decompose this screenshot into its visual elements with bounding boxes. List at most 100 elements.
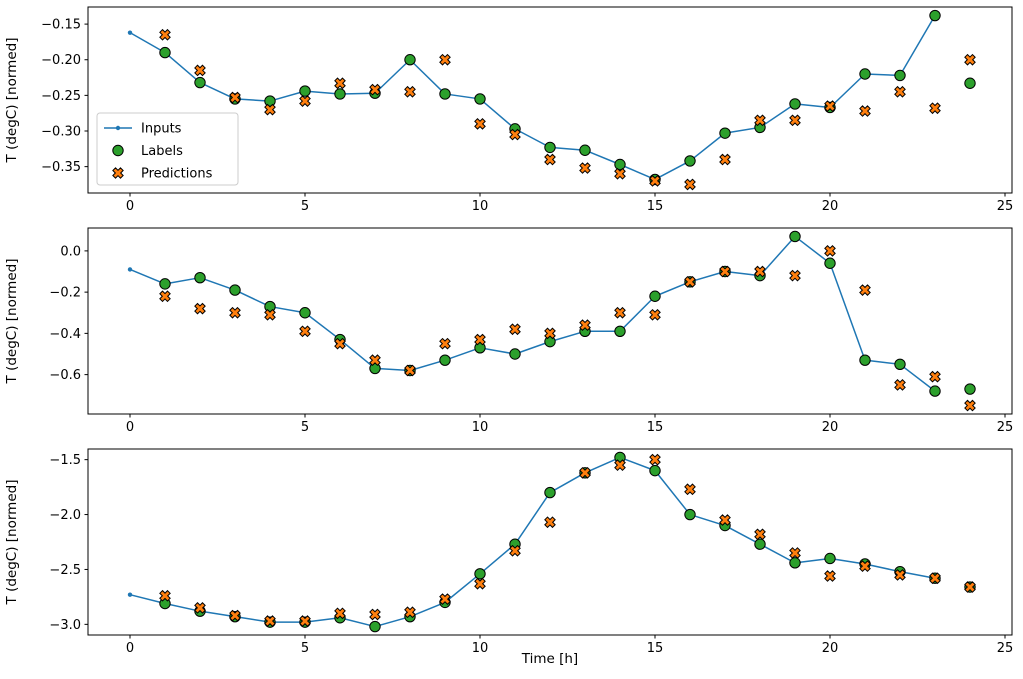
predictions-x-marker [824,570,836,582]
predictions-x-marker [579,162,591,174]
legend-labels-circle-sample [112,144,124,157]
predictions-x-marker [229,306,241,319]
labels-circle-marker [964,77,976,89]
predictions-x-marker [264,615,276,627]
legend-item-label: Inputs [141,122,182,137]
predictions-x-marker [754,528,766,541]
labels-circle-marker [159,278,171,290]
labels-circle-marker [509,348,521,360]
predictions-x-marker [474,118,486,130]
x-tick-label: 0 [126,420,134,435]
predictions-x-marker [369,83,381,96]
labels-circle-marker [684,508,696,521]
predictions-x-marker [929,102,941,115]
predictions-x-marker [299,95,311,107]
x-tick-label: 20 [822,641,839,656]
labels-circle-marker [789,98,801,110]
x-tick-label: 0 [126,199,134,214]
labels-circle-marker [369,620,381,633]
predictions-x-marker [894,569,906,581]
x-tick-label: 5 [301,420,309,435]
predictions-x-marker [544,327,556,340]
predictions-x-marker [334,77,346,90]
predictions-x-marker [614,167,626,180]
predictions-x-marker [964,581,976,593]
inputs-line [129,456,936,628]
legend-inputs-dot-sample [115,125,121,131]
y-tick-label: −0.6 [49,368,81,383]
predictions-x-marker [509,128,521,141]
labels-circle-marker [894,69,906,82]
predictions-x-marker [859,105,871,117]
inputs-dot-marker [127,592,133,597]
labels-circle-marker [334,88,346,100]
predictions-x-marker [264,308,276,321]
labels-circle-marker [159,46,171,59]
predictions-x-marker [719,153,731,166]
predictions-x-marker [929,370,941,383]
y-axis-label: T (degC) [normed] [4,259,20,385]
predictions-x-marker [544,516,556,529]
labels-circle-marker [824,552,836,565]
y-tick-label: −0.30 [41,125,81,140]
x-tick-label: 20 [822,420,839,435]
labels-circle-marker [719,127,731,139]
subplot-3: −1.5 −2.0 −2.5 −3.0 0 5 10 15 20 25 T (degC) [norm… [4,448,1013,656]
predictions-x-marker [194,302,206,315]
predictions-x-marker [264,103,276,116]
predictions-x-marker [859,284,871,296]
inputs-line [129,235,936,392]
labels-circle-marker [544,486,556,499]
x-tick-label: 5 [301,641,309,656]
labels-circle-marker [404,54,416,66]
y-tick-label: −3.0 [49,618,81,633]
x-tick-label: 20 [822,199,839,214]
labels-circle-marker [614,325,626,338]
predictions-x-marker [509,544,521,557]
y-tick-label: −0.4 [49,327,81,342]
x-tick-label: 25 [997,199,1014,214]
labels-circle-marker [299,307,311,319]
predictions-x-marker [894,379,906,391]
labels-circle-marker [859,354,871,366]
labels-circle-marker [894,358,906,371]
labels-circle-marker [439,88,451,100]
labels-circle-marker [474,568,486,580]
legend-box [96,112,239,186]
y-tick-label: −0.20 [41,53,81,68]
predictions-x-marker [369,354,381,367]
labels-circle-marker [859,68,871,80]
labels-circle-marker [299,85,311,97]
predictions-x-marker [929,572,941,585]
x-tick-label: 10 [472,199,489,214]
predictions-x-marker [684,178,696,191]
predictions-x-marker [439,53,451,66]
predictions-x-marker [754,265,766,278]
x-tick-label: 15 [647,641,664,656]
predictions-x-marker [159,589,171,602]
predictions-x-marker [369,608,381,621]
labels-circle-marker [649,290,661,302]
inputs-dot-marker [127,30,133,35]
x-tick-label: 5 [301,199,309,214]
labels-circle-marker [614,158,626,171]
predictions-x-marker [404,85,416,98]
labels-circle-marker [754,538,766,550]
y-axis-label: T (degC) [normed] [4,38,20,164]
x-axis-label: Time [h] [521,651,578,667]
y-tick-label: −0.35 [41,160,81,175]
predictions-x-marker [964,53,976,66]
y-tick-label: −2.0 [49,508,81,523]
predictions-x-marker [439,593,451,605]
predictions-x-marker [859,560,871,573]
x-tick-label: 25 [997,420,1014,435]
predictions-x-marker [649,308,661,321]
predictions-x-marker [159,28,171,41]
predictions-x-marker [754,114,766,127]
predictions-x-marker [789,547,801,559]
axes-frame [87,6,1013,194]
predictions-x-marker [474,577,486,590]
predictions-x-marker [614,306,626,319]
inputs-line [129,15,936,181]
predictions-x-marker [579,466,591,479]
